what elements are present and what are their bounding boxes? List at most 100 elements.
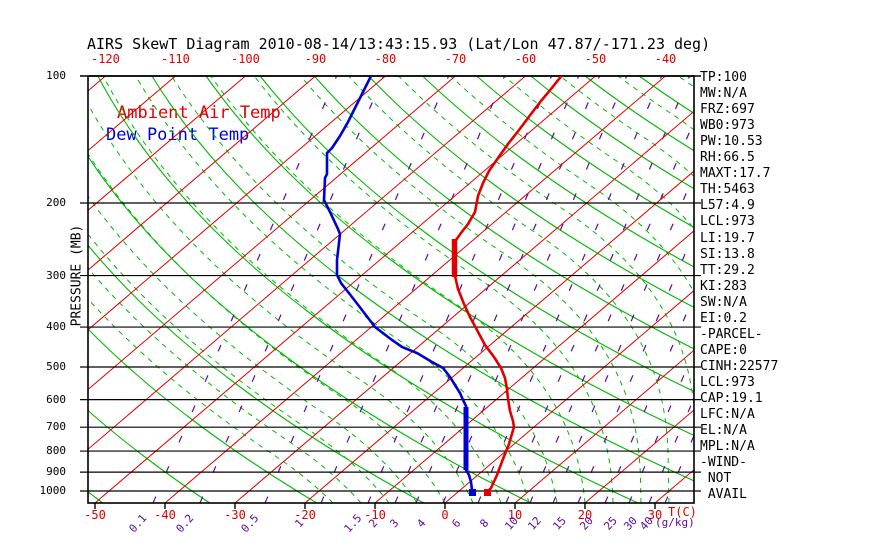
isotherm-line	[584, 409, 694, 503]
bottom-temp-axis-label: 20	[577, 508, 593, 522]
isotherm-line	[88, 76, 526, 450]
mixing-ratio-line	[477, 76, 663, 503]
isotherm-line	[88, 76, 316, 271]
isotherm-line	[234, 110, 694, 503]
top-temp-axis-label: -60	[514, 52, 537, 66]
right-panel-line: -PARCEL-	[700, 326, 763, 342]
moist-adiabat-line	[299, 76, 642, 503]
right-panel-line: MW:N/A	[700, 86, 747, 102]
top-temp-axis-label: -100	[230, 52, 260, 66]
dry-adiabat-line	[313, 76, 694, 350]
right-panel-line: L57:4.9	[700, 198, 755, 214]
mixing-ratio-line	[199, 76, 385, 503]
moist-adiabat-line	[449, 76, 694, 294]
right-panel-line: LCL:973	[700, 214, 755, 230]
moist-adiabat-line	[88, 195, 418, 503]
dry-adiabat-line	[259, 76, 694, 393]
mixing-ratio-line	[552, 173, 694, 503]
isotherm-line	[88, 76, 106, 92]
dry-adiabat-line	[88, 409, 211, 503]
isotherm-line	[514, 349, 694, 503]
sounding-profiles	[322, 76, 564, 496]
right-panel-line: MPL:N/A	[700, 439, 755, 455]
pressure-axis-label: 400	[46, 320, 66, 334]
right-panel-line: LFC:N/A	[700, 407, 755, 423]
pressure-axis-label: 900	[46, 465, 66, 479]
moist-adiabat-line	[253, 76, 614, 503]
top-temp-axis-label: -90	[304, 52, 327, 66]
right-panel-line: WB0:973	[700, 118, 755, 134]
pressure-axis-label: 1000	[39, 484, 67, 497]
dew-profile-end-marker	[469, 489, 476, 496]
temp-profile-end-marker	[484, 489, 491, 496]
isotherm-line	[444, 289, 694, 503]
dew-point-profile	[322, 76, 474, 491]
isotherm-line	[304, 170, 694, 503]
right-panel-line: NOT	[700, 471, 732, 487]
moist-adiabat-line	[102, 76, 502, 503]
right-panel-line: TT:29.2	[700, 262, 755, 278]
mixing-ratio-line	[367, 76, 553, 503]
pressure-axis-label: 300	[46, 268, 66, 282]
pressure-axis-label: 600	[46, 392, 66, 406]
right-panel-line: TP:100	[700, 70, 747, 85]
plot-border	[87, 75, 695, 504]
moist-adiabat-line	[88, 298, 334, 503]
mixing-ratio-line	[320, 76, 506, 503]
dry-adiabat-line	[88, 244, 425, 503]
right-panel-line: LCL:973	[700, 374, 755, 390]
right-panel-line: CAP:19.1	[700, 391, 763, 406]
mixing-ratio-line	[394, 76, 580, 503]
ambient-temp-profile	[452, 76, 564, 492]
moist-adiabat-line	[88, 103, 474, 503]
right-panel-line: MAXT:17.7	[700, 166, 771, 182]
right-panel-line: KI:283	[700, 278, 747, 294]
isotherm-line	[0, 76, 35, 503]
right-panel-line: -WIND-	[700, 455, 747, 471]
isotherm-line	[374, 230, 694, 503]
top-temp-axis-label: -50	[584, 52, 607, 66]
moist-adiabat-line	[210, 76, 586, 503]
moist-adiabat-line	[397, 76, 694, 412]
dry-adiabat-line	[88, 328, 318, 503]
mixing-ratio-line	[415, 76, 601, 503]
pressure-axis-label: 700	[46, 420, 66, 434]
bottom-temp-axis-label: -50	[84, 508, 106, 522]
legend-dew-point-temp: Dew Point Temp	[106, 125, 250, 145]
moist-adiabat-line	[170, 76, 558, 503]
isotherm-line	[88, 76, 246, 211]
mixing-ratio-line	[529, 120, 694, 503]
bottom-temp-axis-label: -10	[364, 508, 386, 522]
dry-adiabat-line	[151, 76, 694, 482]
right-panel-line: FRZ:697	[700, 102, 755, 118]
top-temp-axis-label: -40	[654, 52, 677, 66]
top-temp-axis-label: -70	[444, 52, 467, 66]
dry-adiabat-line	[367, 76, 694, 308]
moist-adiabat-line	[559, 76, 694, 177]
right-panel-line: EL:N/A	[700, 423, 747, 439]
dry-adiabat-line	[530, 76, 694, 190]
mixing-ratio-line	[505, 76, 691, 503]
right-panel-line: CINH:22577	[700, 358, 779, 374]
right-panel-line: AVAIL	[700, 487, 747, 503]
pressure-axis-label: 800	[46, 444, 66, 458]
pressure-grid	[80, 75, 701, 509]
dry-adiabat-line	[475, 76, 694, 229]
isotherm-line	[88, 76, 386, 331]
top-temp-axis-label: -80	[374, 52, 397, 66]
right-panel-line: SI:13.8	[700, 246, 755, 262]
dry-adiabat-line	[205, 76, 694, 437]
moist-adiabat-line	[347, 76, 670, 503]
top-temp-axis-label: -120	[90, 52, 120, 66]
moist-adiabat-line	[88, 152, 446, 503]
background-line-families	[0, 76, 694, 503]
isotherm-line	[164, 76, 666, 503]
right-panel-line: PW:10.53	[700, 134, 763, 150]
dry-adiabat-line	[97, 76, 639, 503]
pressure-axis-label: 200	[46, 196, 66, 210]
right-panel-line: CAPE:0	[700, 342, 747, 358]
moist-adiabat-line	[88, 233, 390, 503]
right-panel-line: LI:19.7	[700, 230, 755, 246]
